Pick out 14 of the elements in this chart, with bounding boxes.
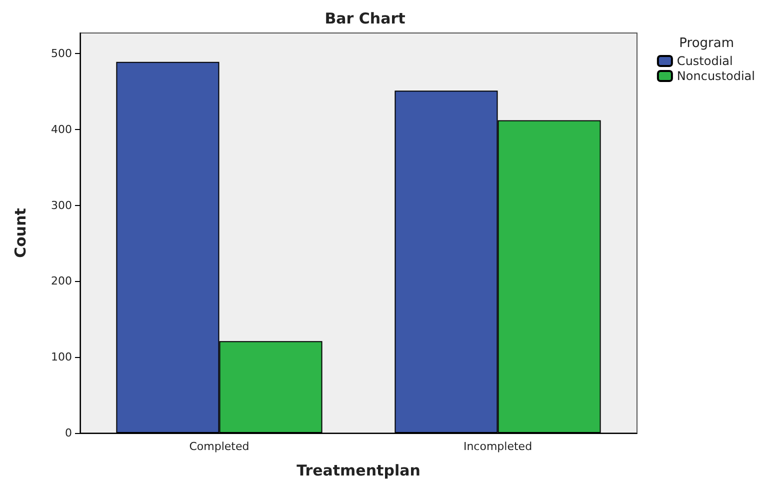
x-tick-label: Incompleted [463,440,532,453]
legend-label: Noncustodial [676,69,756,83]
chart-title: Bar Chart [324,10,406,28]
y-tick-label: 400 [51,122,72,136]
y-tick-label: 100 [51,350,72,364]
legend-title: Program [679,36,734,51]
y-tick-label: 300 [51,198,72,212]
x-axis-title: Treatmentplan [296,462,420,480]
y-axis-title: Count [12,208,30,258]
legend-label: Custodial [676,54,733,68]
y-tick-label: 0 [65,426,72,440]
y-tick-label: 200 [51,274,72,288]
y-tick-label: 500 [51,46,72,60]
x-tick-label: Completed [189,440,250,453]
